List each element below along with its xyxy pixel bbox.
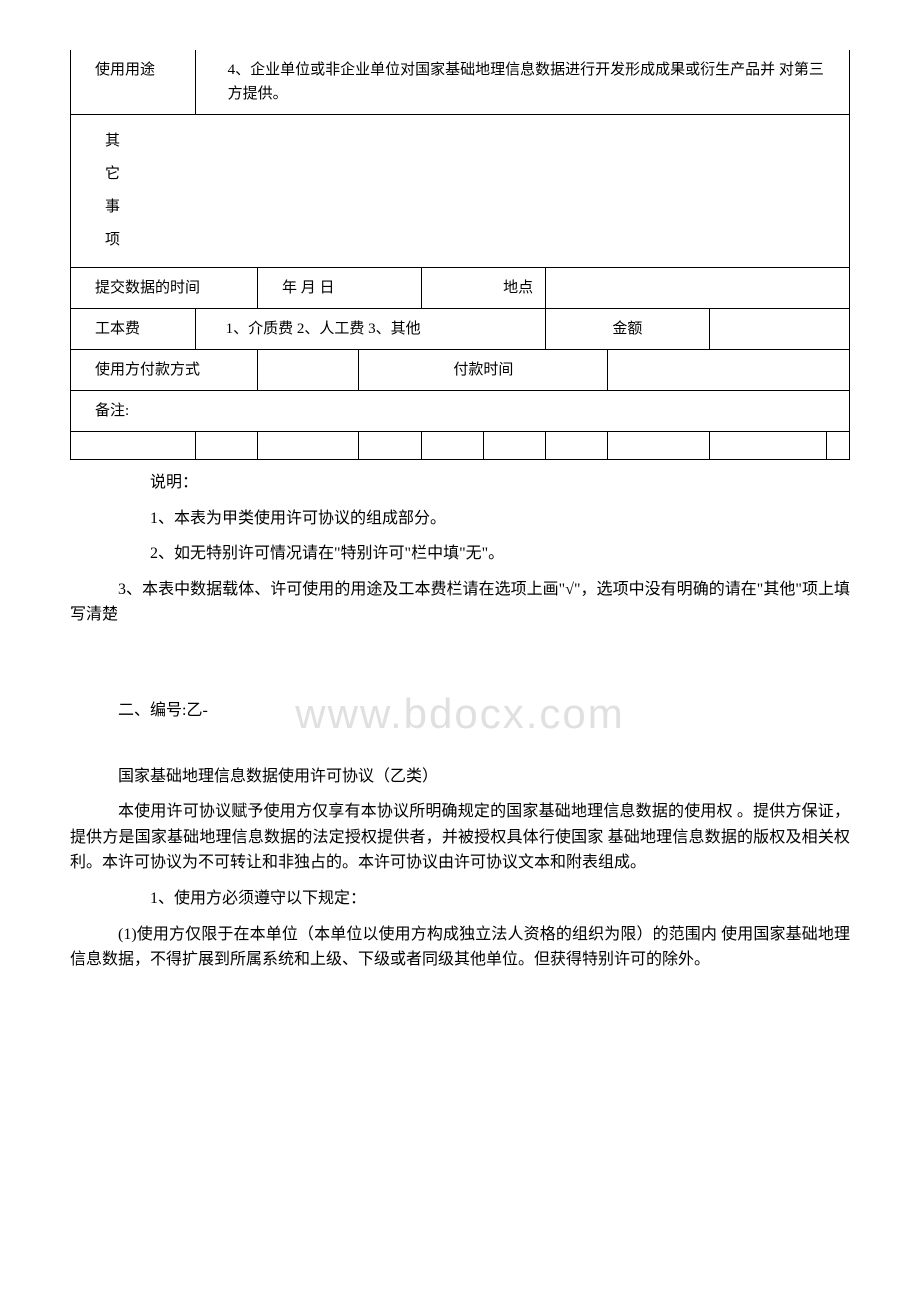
empty-cell-3 (257, 432, 358, 460)
notes-item-1: 1、本表为甲类使用许可协议的组成部分。 (70, 506, 850, 532)
empty-cell-5 (421, 432, 483, 460)
usage-content-cell: 4、企业单位或非企业单位对国家基础地理信息数据进行开发形成成果或衍生产品并 对第… (195, 50, 849, 115)
fee-label: 工本费 (77, 317, 189, 341)
empty-cell-6 (483, 432, 545, 460)
table-row-fee: 工本费 1、介质费 2、人工费 3、其他 金额 (71, 309, 850, 350)
usage-label: 使用用途 (77, 58, 189, 82)
table-row-remark: 备注: (71, 391, 850, 432)
other-items-cell: 其 它 事 项 (71, 115, 850, 268)
remark-label: 备注: (77, 399, 843, 423)
other-line-2: 它 (105, 158, 843, 191)
amount-value-cell (709, 309, 849, 350)
other-line-1: 其 (105, 125, 843, 158)
location-value-cell (546, 268, 850, 309)
table-row-payment: 使用方付款方式 付款时间 (71, 350, 850, 391)
table-row-other: 其 它 事 项 (71, 115, 850, 268)
table-row-empty (71, 432, 850, 460)
submit-date: 年 月 日 (264, 276, 415, 300)
payment-method-label-cell: 使用方付款方式 (71, 350, 258, 391)
section2-title: 国家基础地理信息数据使用许可协议（乙类） (70, 764, 850, 790)
table-row-usage: 使用用途 4、企业单位或非企业单位对国家基础地理信息数据进行开发形成成果或衍生产… (71, 50, 850, 115)
submit-time-label-cell: 提交数据的时间 (71, 268, 258, 309)
usage-content: 4、企业单位或非企业单位对国家基础地理信息数据进行开发形成成果或衍生产品并 对第… (202, 58, 843, 106)
payment-time-label-cell: 付款时间 (359, 350, 608, 391)
section2-para1: 本使用许可协议赋予使用方仅享有本协议所明确规定的国家基础地理信息数据的使用权 。… (70, 799, 850, 876)
remark-cell: 备注: (71, 391, 850, 432)
empty-cell-8 (608, 432, 709, 460)
payment-method-label: 使用方付款方式 (77, 358, 251, 382)
table-row-submit-time: 提交数据的时间 年 月 日 地点 (71, 268, 850, 309)
amount-label-cell: 金额 (546, 309, 710, 350)
empty-cell-9 (709, 432, 826, 460)
notes-item-2: 2、如无特别许可情况请在"特别许可"栏中填"无"。 (70, 541, 850, 567)
payment-method-value-cell (257, 350, 358, 391)
other-line-4: 项 (105, 224, 843, 257)
usage-label-cell: 使用用途 (71, 50, 196, 115)
fee-label-cell: 工本费 (71, 309, 196, 350)
notes-heading: 说明： (70, 470, 850, 496)
page-content: www.bdocx.com 使用用途 4、企业单位或非企业单位对国家基础地理信息… (70, 50, 850, 973)
empty-cell-7 (546, 432, 608, 460)
empty-cell-2 (195, 432, 257, 460)
payment-time-label: 付款时间 (453, 362, 513, 378)
submit-date-cell: 年 月 日 (257, 268, 421, 309)
form-table: 使用用途 4、企业单位或非企业单位对国家基础地理信息数据进行开发形成成果或衍生产… (70, 50, 850, 460)
amount-label: 金额 (612, 321, 642, 337)
fee-options: 1、介质费 2、人工费 3、其他 (202, 317, 540, 341)
section2-rule1: (1)使用方仅限于在本单位（本单位以使用方构成独立法人资格的组织为限）的范围内 … (70, 922, 850, 973)
fee-options-cell: 1、介质费 2、人工费 3、其他 (195, 309, 546, 350)
notes-item-3: 3、本表中数据载体、许可使用的用途及工本费栏请在选项上画"√"，选项中没有明确的… (70, 577, 850, 628)
location-label-cell: 地点 (421, 268, 546, 309)
section2-heading: 二、编号:乙- (70, 698, 850, 724)
empty-cell-10 (826, 432, 849, 460)
other-line-3: 事 (105, 191, 843, 224)
empty-cell-1 (71, 432, 196, 460)
submit-time-label: 提交数据的时间 (77, 276, 251, 300)
spacer-2 (70, 734, 850, 754)
section2-rule-heading: 1、使用方必须遵守以下规定： (70, 886, 850, 912)
payment-time-value-cell (608, 350, 850, 391)
location-label: 地点 (428, 276, 540, 300)
empty-cell-4 (359, 432, 421, 460)
spacer-1 (70, 638, 850, 688)
